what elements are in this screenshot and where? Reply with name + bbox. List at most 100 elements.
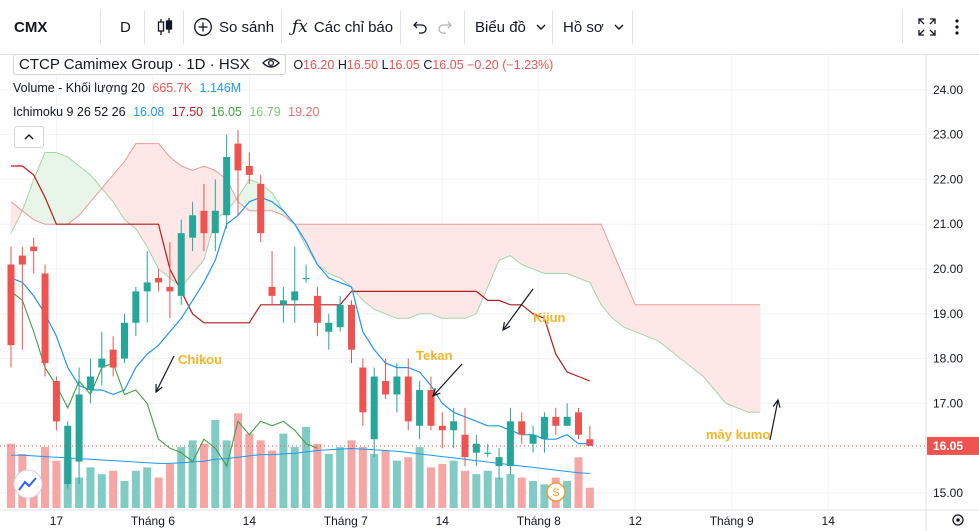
candle-body xyxy=(495,457,503,467)
annotation-arrow xyxy=(432,363,463,398)
volume-bar xyxy=(529,480,538,508)
candle xyxy=(348,300,355,364)
time-tick-label: 12 xyxy=(629,514,643,528)
annotation-arrow xyxy=(502,288,534,332)
candle xyxy=(382,358,390,399)
kumo-cloud-segment xyxy=(725,304,738,409)
candle-body xyxy=(177,233,185,296)
candle xyxy=(506,407,514,476)
split-marker-circle xyxy=(546,482,566,502)
kumo-cloud-segment xyxy=(510,223,523,266)
volume-bar xyxy=(143,467,152,508)
candle-body xyxy=(41,273,49,364)
kumo-cloud-segment xyxy=(328,223,341,279)
interval-button[interactable]: D xyxy=(120,18,131,36)
kumo-cloud-segment xyxy=(498,223,511,261)
candle-body xyxy=(189,215,197,238)
candle-body xyxy=(484,452,492,454)
candle xyxy=(484,443,492,458)
volume-bar xyxy=(585,487,594,508)
collapse-legend-button[interactable] xyxy=(14,126,44,148)
candle-style-button[interactable] xyxy=(156,0,174,54)
candle xyxy=(404,358,412,431)
volume-bar xyxy=(302,426,311,508)
kumo-cloud-segment xyxy=(737,304,750,413)
candle-body xyxy=(370,376,378,440)
top-toolbar: CMX D So sánh ƒx Các chỉ báo xyxy=(0,0,979,55)
volume-bar xyxy=(75,477,84,508)
function-icon: ƒx xyxy=(292,17,308,37)
last-price-badge xyxy=(927,436,979,455)
candle-body xyxy=(540,416,548,440)
indicators-button[interactable]: ƒx Các chỉ báo xyxy=(292,17,394,37)
volume-bar xyxy=(199,443,208,508)
candle xyxy=(313,286,321,337)
symbol-search[interactable]: CMX xyxy=(14,18,48,36)
arrow-shaft xyxy=(432,363,463,397)
candle xyxy=(450,407,458,449)
split-marker-label: S xyxy=(552,487,559,499)
candle xyxy=(540,412,548,453)
candle-body xyxy=(211,210,219,234)
candle-body xyxy=(245,165,253,175)
candle-body xyxy=(223,157,231,216)
kumo-cloud-segment xyxy=(748,304,761,413)
volume-bar xyxy=(256,440,265,508)
candle-body xyxy=(291,291,299,301)
candle xyxy=(586,425,594,446)
split-marker: S xyxy=(546,482,566,502)
volume-bar xyxy=(495,477,504,508)
arrow-shaft xyxy=(769,399,779,441)
candle-body xyxy=(257,183,265,234)
chart-type-dropdown[interactable]: Biểu đồ xyxy=(475,0,548,54)
arrow-head xyxy=(155,383,163,394)
volume-bar xyxy=(574,457,583,508)
candle-body xyxy=(427,389,435,426)
kumo-cloud-segment xyxy=(578,223,591,283)
profile-dropdown[interactable]: Hồ sơ xyxy=(563,0,626,54)
legend-main-row: CTCP Camimex Group · 1D · HSX O16.20 H16… xyxy=(13,54,553,75)
price-chart[interactable]: 24.00 23.00 22.00 21.00 20.00 19.00 18.00 17.00… xyxy=(0,54,979,531)
volume-bar xyxy=(41,447,50,508)
compare-button[interactable]: So sánh xyxy=(193,0,274,54)
candle xyxy=(529,425,537,453)
candle-body xyxy=(336,304,344,328)
candle-body xyxy=(313,295,321,323)
candle xyxy=(370,367,378,458)
undo-icon xyxy=(413,21,427,34)
candle-body xyxy=(166,286,174,292)
arrow-shaft xyxy=(502,288,534,331)
logo-mark xyxy=(18,477,37,491)
kumo-cloud-segment xyxy=(407,223,420,319)
candle-body xyxy=(64,425,72,485)
volume-bar xyxy=(279,433,288,508)
volume-bar xyxy=(234,413,242,508)
price-tick-label: 17.00 xyxy=(933,396,963,410)
kumo-cloud-segment xyxy=(623,277,636,333)
candle xyxy=(121,313,128,364)
candle xyxy=(518,412,526,444)
candle xyxy=(41,264,49,377)
volume-bar xyxy=(472,474,481,508)
undo-button[interactable] xyxy=(410,0,428,54)
toolbar-divider xyxy=(281,10,282,44)
kumo-cloud-segment xyxy=(691,304,704,378)
candle xyxy=(52,376,60,431)
candle xyxy=(427,376,435,431)
candle-body xyxy=(450,421,458,431)
candle xyxy=(166,242,174,319)
candle-body xyxy=(302,277,310,280)
more-options-button[interactable] xyxy=(953,0,961,54)
redo-button[interactable] xyxy=(437,0,455,54)
fullscreen-button[interactable] xyxy=(917,0,937,54)
symbol-title[interactable]: CTCP Camimex Group · 1D · HSX xyxy=(13,54,286,75)
kumo-cloud-segment xyxy=(634,304,647,337)
kijun-sen-line xyxy=(11,165,591,382)
fullscreen-icon xyxy=(918,18,936,36)
candle-body xyxy=(575,412,582,435)
candle-body xyxy=(155,277,163,283)
annotation-arrow xyxy=(769,398,781,441)
volume-bar xyxy=(165,464,174,508)
candle xyxy=(98,331,106,386)
kumo-cloud-segment xyxy=(453,223,466,319)
